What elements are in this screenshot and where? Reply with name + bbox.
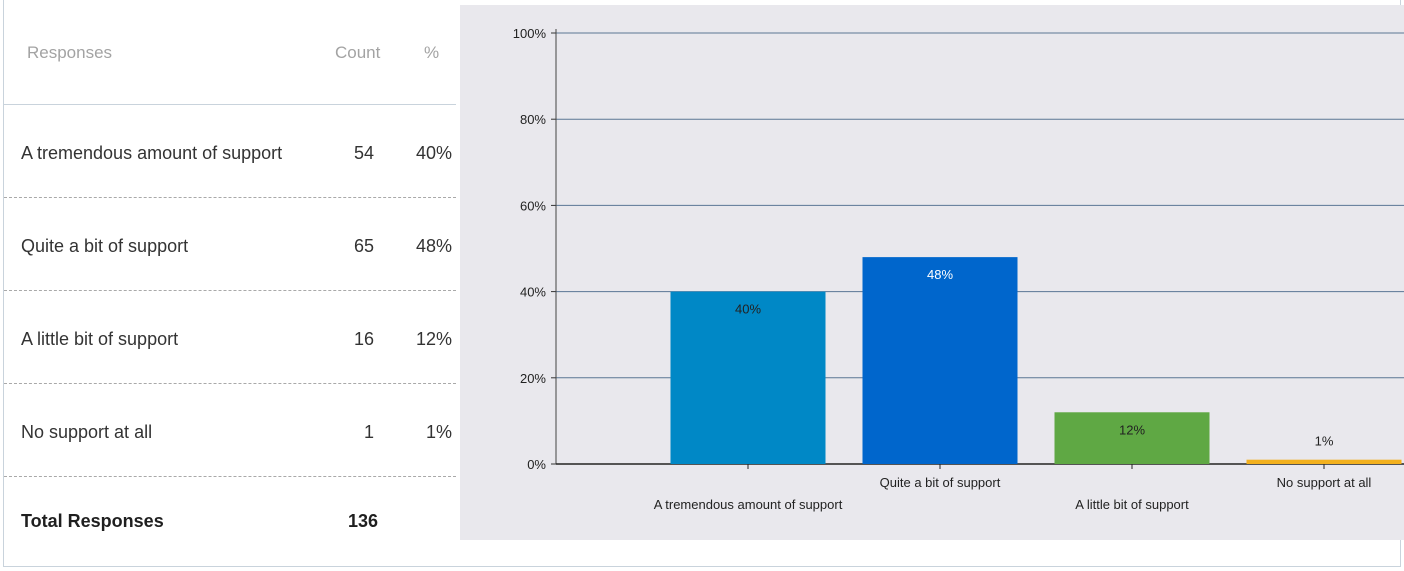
y-tick-label: 20%	[520, 371, 546, 386]
y-tick-label: 100%	[513, 26, 547, 41]
row-label: Quite a bit of support	[21, 236, 189, 256]
bar	[1054, 412, 1210, 464]
x-tick-label: Quite a bit of support	[880, 475, 1001, 490]
header-count: Count	[335, 43, 381, 62]
row-label: No support at all	[21, 422, 153, 442]
x-tick-label: A little bit of support	[1075, 497, 1189, 512]
bar-chart-svg: 0% 20% 40% 60% 80% 100% 40% A tremendous amount…	[513, 26, 1404, 512]
row-percent: 12%	[415, 329, 452, 349]
bar	[670, 291, 826, 464]
y-tick-label: 60%	[520, 198, 546, 213]
row-label: A tremendous amount of support	[21, 143, 283, 163]
x-tick-label: No support at all	[1277, 475, 1372, 490]
header-responses: Responses	[27, 43, 113, 62]
bar	[1246, 459, 1402, 464]
bar	[862, 257, 1018, 464]
y-tick-label: 40%	[520, 285, 546, 300]
x-tick-label: A tremendous amount of support	[654, 497, 843, 512]
row-percent: 48%	[415, 236, 452, 256]
row-count: 1	[363, 422, 374, 442]
table-row: A tremendous amount of support 54 40%	[4, 105, 456, 198]
header-percent: %	[424, 43, 440, 62]
row-count: 65	[353, 236, 374, 256]
data-label: 40%	[735, 302, 761, 317]
row-count: 16	[353, 329, 374, 349]
table-row: Quite a bit of support 65 48%	[4, 198, 456, 291]
bar-chart: 0% 20% 40% 60% 80% 100% 40% A tremendous amount…	[460, 5, 1404, 540]
results-table: Responses Count % A tremendous amount of…	[4, 0, 456, 567]
total-row: Total Responses 136	[4, 478, 456, 566]
table-row: No support at all 1 1%	[4, 384, 456, 477]
row-percent: 40%	[415, 143, 452, 163]
total-label: Total Responses	[21, 511, 164, 531]
y-tick-label: 0%	[527, 457, 546, 472]
data-label: 12%	[1119, 422, 1145, 437]
table-row: A little bit of support 16 12%	[4, 291, 456, 384]
data-label: 1%	[1315, 434, 1334, 449]
data-label: 48%	[927, 267, 953, 282]
row-percent: 1%	[425, 422, 452, 442]
row-count: 54	[353, 143, 374, 163]
table-header: Responses Count %	[4, 0, 456, 105]
total-count: 136	[347, 511, 378, 531]
row-label: A little bit of support	[21, 329, 179, 349]
y-tick-label: 80%	[520, 112, 546, 127]
